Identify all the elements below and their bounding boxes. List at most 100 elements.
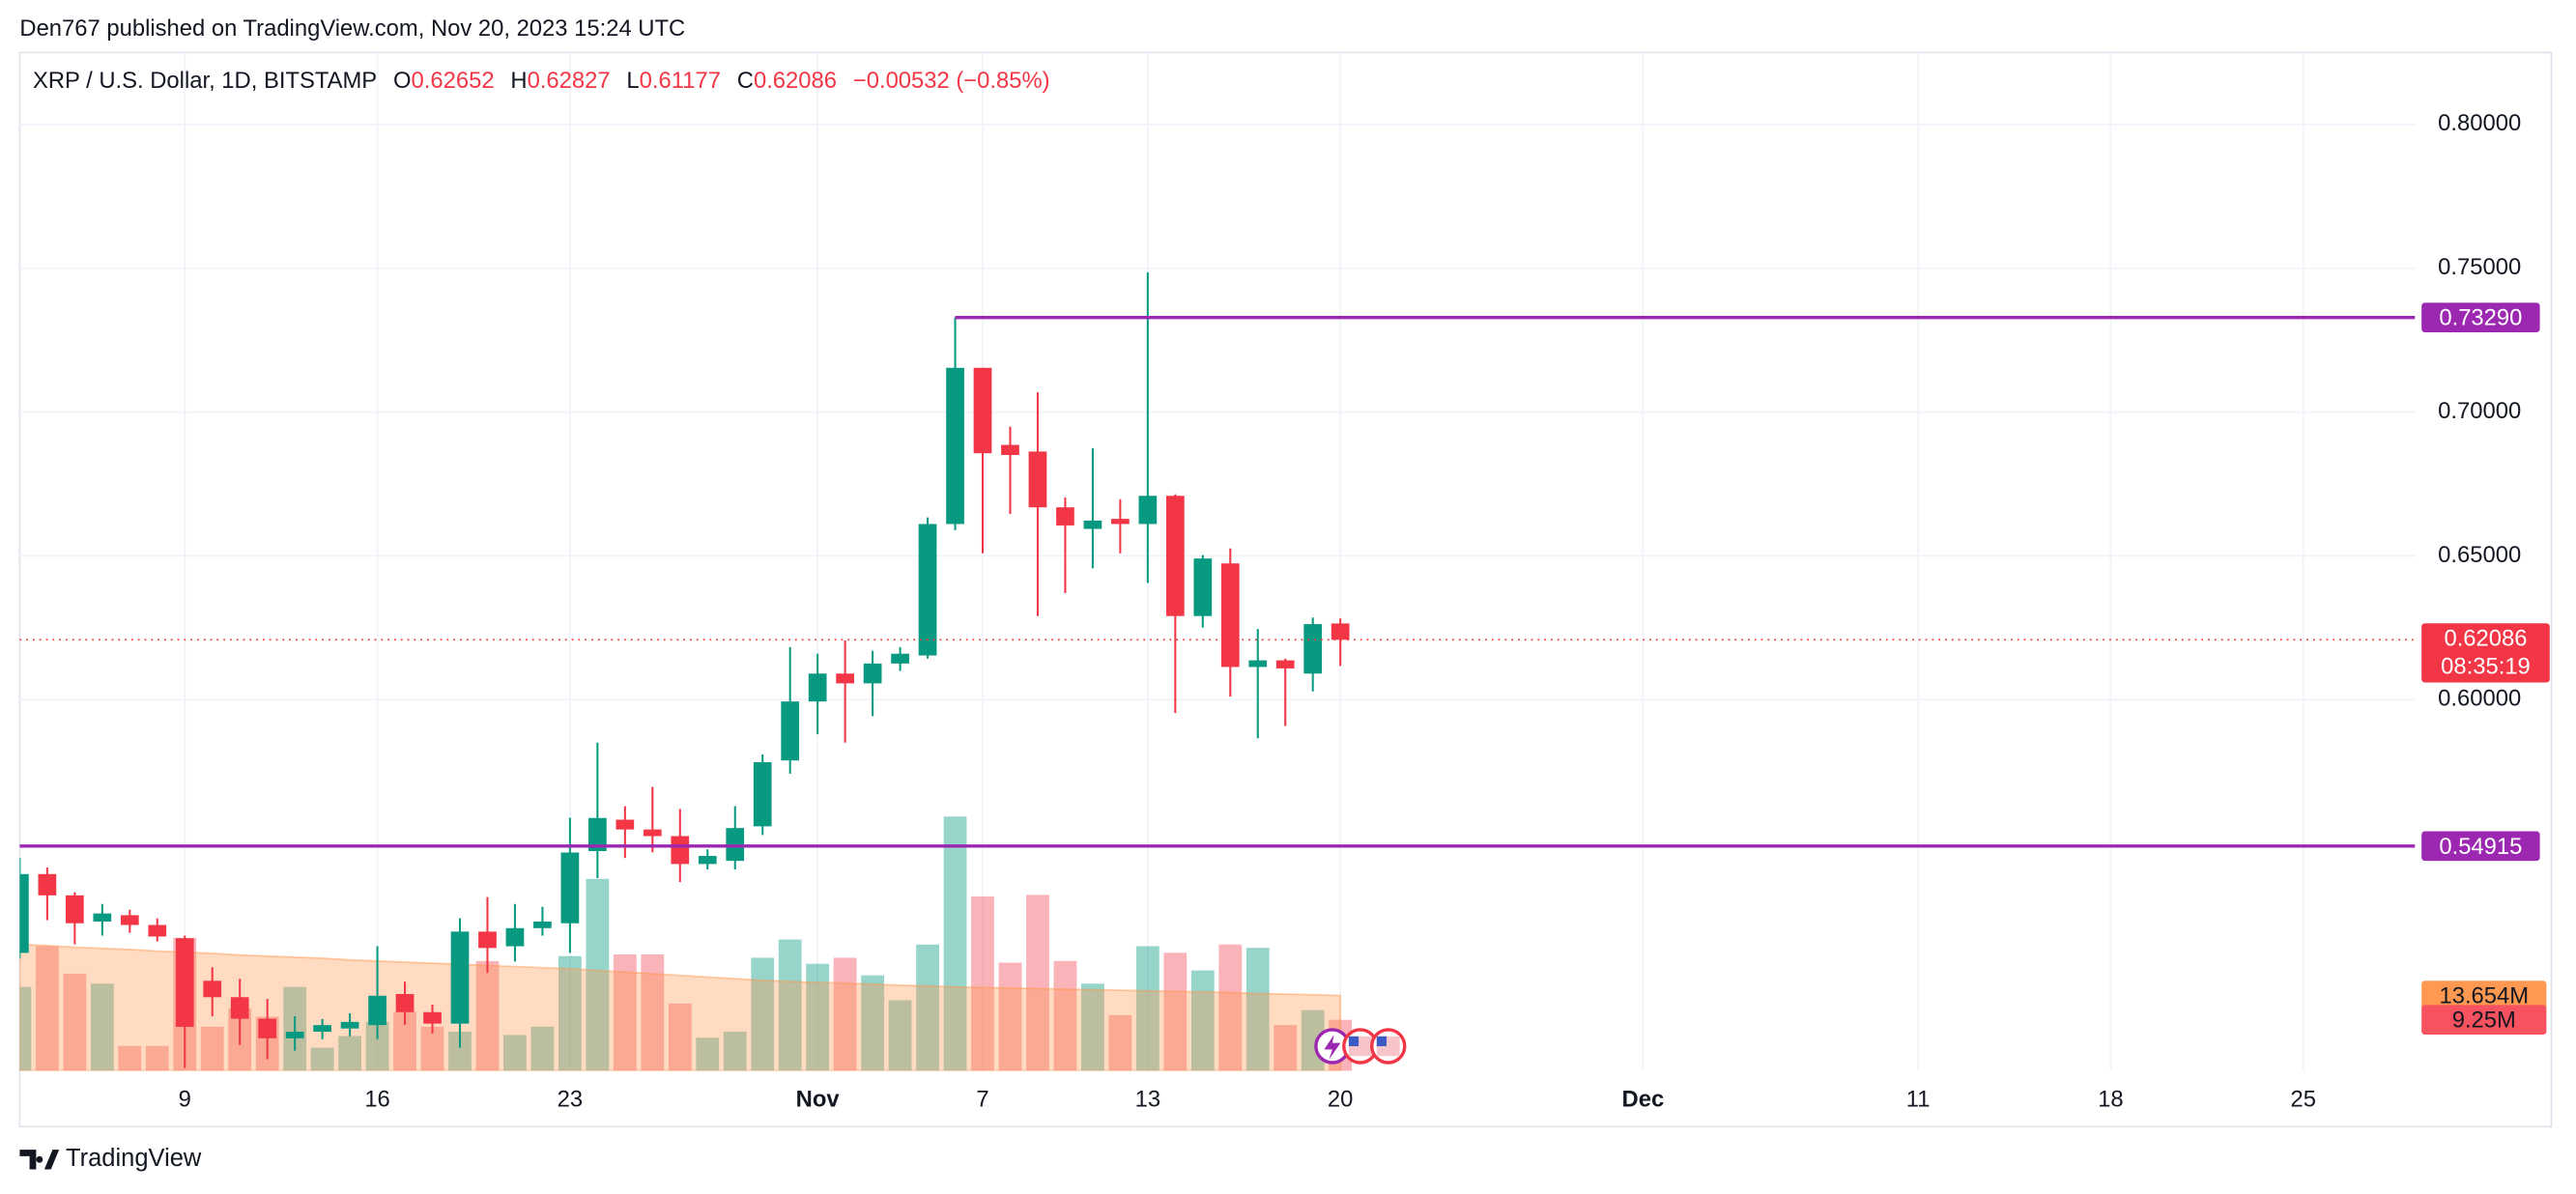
candle-body xyxy=(505,927,525,947)
volume-bar xyxy=(1081,983,1104,1071)
y-tick-label: 0.80000 xyxy=(2438,110,2521,136)
x-tick-label: Nov xyxy=(796,1086,841,1112)
volume-bar xyxy=(1218,944,1243,1071)
volume-bar xyxy=(751,957,775,1071)
header: Den767 published on TradingView.com, Nov… xyxy=(19,15,685,42)
x-tick-label: Dec xyxy=(1622,1086,1665,1112)
price-badge-label: 0.73290 xyxy=(2439,305,2522,331)
volume-bar xyxy=(971,896,994,1071)
candle-body xyxy=(1248,660,1268,668)
volume-bar xyxy=(1190,970,1215,1071)
volume-bar xyxy=(778,939,802,1071)
candle-body xyxy=(918,524,937,656)
footer-logo xyxy=(19,1150,60,1170)
volume-bar xyxy=(338,1036,361,1071)
volume-badge-label: 9.25M xyxy=(2452,1008,2516,1034)
candle-body xyxy=(368,995,386,1026)
volume-badge xyxy=(2421,981,2547,1010)
legend-label: H xyxy=(510,68,527,94)
volume-bar xyxy=(586,878,610,1071)
candle-body xyxy=(450,931,470,1024)
volume-bar xyxy=(310,1047,334,1071)
candle-body xyxy=(1303,624,1323,674)
x-tick-label: 16 xyxy=(364,1086,389,1112)
candle-body xyxy=(203,981,222,998)
candle-body xyxy=(533,921,552,928)
candle-body xyxy=(1111,519,1130,525)
volume-bar xyxy=(861,975,885,1071)
volume-bar xyxy=(35,946,59,1071)
x-tick-label: 13 xyxy=(1135,1086,1160,1112)
candle-body xyxy=(588,817,607,851)
legend: XRP / U.S. Dollar, 1D, BITSTAMP O0.62652… xyxy=(33,68,1050,94)
candle-body xyxy=(808,673,827,702)
logo-glyph xyxy=(19,1150,60,1170)
volume-bar xyxy=(19,986,32,1071)
candle-body xyxy=(1028,451,1047,508)
volume-bar xyxy=(668,1003,692,1071)
candle-body xyxy=(753,761,772,827)
volume-bar xyxy=(641,954,665,1071)
volume-badge xyxy=(2421,1005,2547,1035)
legend-value: 0.61177 xyxy=(640,68,721,94)
candle-body xyxy=(38,873,57,896)
legend-change: −0.00532 (−0.85%) xyxy=(853,68,1050,94)
x-tick-label: 9 xyxy=(179,1086,191,1112)
candle-body xyxy=(258,1018,277,1038)
volume-bar xyxy=(613,954,637,1071)
frame xyxy=(18,51,2553,1128)
legend-value: 0.62827 xyxy=(528,68,611,94)
footer-brand: TradingView xyxy=(66,1145,202,1172)
x-tick-label: 18 xyxy=(2098,1086,2123,1112)
grid xyxy=(19,52,2416,1071)
volume-bar xyxy=(916,944,939,1071)
volume-bar xyxy=(558,955,582,1071)
candle-body xyxy=(313,1025,331,1032)
candle-body xyxy=(973,367,992,454)
legend-value: 0.62086 xyxy=(754,68,837,94)
volume-bar xyxy=(63,973,87,1071)
volume-bar xyxy=(833,957,857,1071)
volume-bar xyxy=(503,1035,527,1071)
y-tick-label: 0.65000 xyxy=(2438,542,2521,568)
legend-label: C xyxy=(737,68,754,94)
candle-body xyxy=(698,856,717,865)
volume-bar xyxy=(200,1026,224,1071)
plot-area xyxy=(19,271,2416,1071)
last-price-badge xyxy=(2421,623,2550,683)
volume-bar xyxy=(1245,948,1270,1071)
candle-body xyxy=(615,819,635,830)
x-tick-label: 7 xyxy=(976,1086,988,1112)
legend-label: O xyxy=(393,68,412,94)
candle-body xyxy=(340,1021,359,1029)
candle-body xyxy=(66,895,84,924)
x-tick-label: 25 xyxy=(2291,1086,2316,1112)
candle-body xyxy=(1165,496,1185,616)
volume-bar xyxy=(1108,1014,1132,1071)
candle-body xyxy=(1056,507,1074,526)
volume-bar xyxy=(145,1045,169,1071)
volume-bar xyxy=(723,1031,747,1071)
volume-bar xyxy=(1163,952,1188,1071)
y-tick-label: 0.75000 xyxy=(2438,254,2521,280)
candle-body xyxy=(1001,444,1019,455)
volume-bar xyxy=(998,962,1022,1071)
candle-body xyxy=(19,873,29,953)
flag-glyph xyxy=(1348,1036,1360,1046)
x-tick-label: 20 xyxy=(1328,1086,1353,1112)
candle-body xyxy=(1193,558,1213,616)
volume-bar xyxy=(806,963,830,1071)
volume-bar xyxy=(393,1011,416,1071)
candle-body xyxy=(1083,520,1102,529)
candle-body xyxy=(1275,660,1295,668)
x-tick-label: 11 xyxy=(1906,1086,1931,1112)
volume-bar xyxy=(365,1021,389,1071)
volume-bar xyxy=(420,1026,444,1071)
volume-bar xyxy=(1274,1025,1298,1071)
candle-body xyxy=(836,673,854,684)
y-tick-label: 0.60000 xyxy=(2438,686,2521,712)
event-icon-glyph xyxy=(1324,1035,1341,1060)
candle-body xyxy=(1331,623,1350,640)
volume-bar xyxy=(475,960,500,1071)
